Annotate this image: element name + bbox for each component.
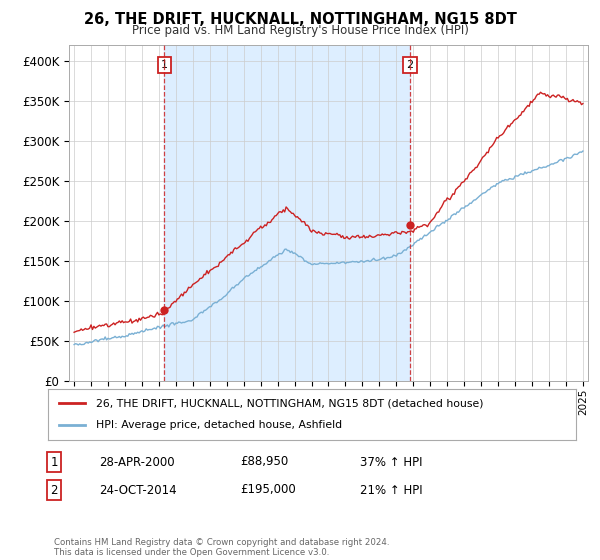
Text: 21% ↑ HPI: 21% ↑ HPI [360,483,422,497]
Text: 2: 2 [50,483,58,497]
Text: Contains HM Land Registry data © Crown copyright and database right 2024.
This d: Contains HM Land Registry data © Crown c… [54,538,389,557]
Bar [164,45,410,381]
Text: £195,000: £195,000 [240,483,296,497]
Text: HPI: Average price, detached house, Ashfield: HPI: Average price, detached house, Ashf… [95,421,341,431]
Text: 26, THE DRIFT, HUCKNALL, NOTTINGHAM, NG15 8DT (detached house): 26, THE DRIFT, HUCKNALL, NOTTINGHAM, NG1… [95,398,483,408]
Text: 28-APR-2000: 28-APR-2000 [99,455,175,469]
Text: 1: 1 [161,60,168,70]
Text: Price paid vs. HM Land Registry's House Price Index (HPI): Price paid vs. HM Land Registry's House … [131,24,469,36]
Text: 24-OCT-2014: 24-OCT-2014 [99,483,176,497]
Text: 1: 1 [50,455,58,469]
Text: 37% ↑ HPI: 37% ↑ HPI [360,455,422,469]
Text: 2: 2 [407,60,413,70]
Text: £88,950: £88,950 [240,455,288,469]
Text: 26, THE DRIFT, HUCKNALL, NOTTINGHAM, NG15 8DT: 26, THE DRIFT, HUCKNALL, NOTTINGHAM, NG1… [83,12,517,27]
